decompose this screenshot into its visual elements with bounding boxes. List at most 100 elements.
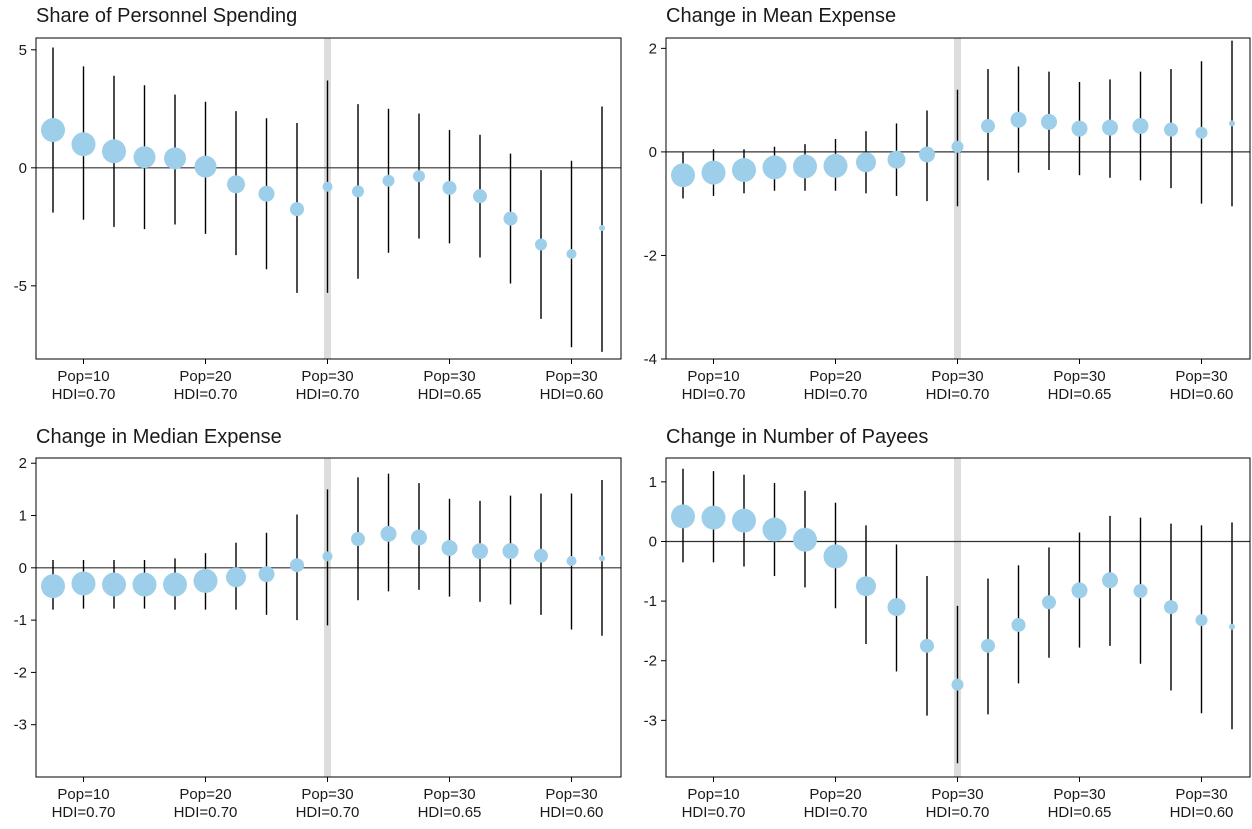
point-estimate xyxy=(102,572,126,597)
point-estimate xyxy=(194,155,217,178)
point-estimate xyxy=(823,544,848,569)
y-tick-label: -1 xyxy=(644,593,657,610)
x-tick-label: Pop=20 xyxy=(809,368,861,385)
x-tick-label: Pop=30 xyxy=(301,786,353,803)
point-estimate xyxy=(1010,111,1027,128)
point-estimate xyxy=(566,248,577,259)
point-estimate xyxy=(856,152,876,173)
x-tick-label: HDI=0.70 xyxy=(52,386,116,403)
point-estimate xyxy=(701,505,726,530)
point-estimate xyxy=(226,567,246,588)
x-tick-label: HDI=0.70 xyxy=(52,804,116,821)
y-tick-label: -1 xyxy=(14,612,27,629)
y-tick-label: -5 xyxy=(14,278,27,295)
point-estimate xyxy=(71,132,96,157)
y-tick-label: 2 xyxy=(19,455,27,472)
point-estimate xyxy=(599,555,605,562)
x-tick-label: HDI=0.65 xyxy=(1048,386,1112,403)
x-tick-label: Pop=30 xyxy=(545,786,597,803)
point-estimate xyxy=(1011,617,1026,632)
point-estimate xyxy=(732,508,756,533)
point-estimate xyxy=(441,539,458,556)
x-tick-label: Pop=30 xyxy=(931,786,983,803)
point-estimate xyxy=(382,174,395,187)
point-estimate xyxy=(793,527,817,552)
point-estimate xyxy=(762,517,787,542)
x-tick-label: Pop=10 xyxy=(57,786,109,803)
point-estimate xyxy=(856,576,876,597)
point-estimate xyxy=(701,160,726,185)
point-estimate xyxy=(951,678,964,691)
x-tick-label: Pop=30 xyxy=(1175,368,1227,385)
x-tick-label: HDI=0.70 xyxy=(804,386,868,403)
point-estimate xyxy=(290,202,304,217)
y-tick-label: -4 xyxy=(644,351,657,368)
point-estimate xyxy=(258,185,275,202)
point-estimate xyxy=(473,189,487,204)
point-estimate xyxy=(566,556,577,567)
y-tick-label: 0 xyxy=(19,160,27,177)
x-tick-label: Pop=20 xyxy=(179,786,231,803)
point-estimate xyxy=(351,532,365,547)
x-tick-label: HDI=0.70 xyxy=(926,386,990,403)
x-tick-label: Pop=30 xyxy=(301,368,353,385)
y-tick-label: 1 xyxy=(19,508,27,525)
point-estimate xyxy=(1229,120,1235,127)
point-estimate xyxy=(762,155,787,180)
x-tick-label: HDI=0.65 xyxy=(1048,804,1112,821)
point-estimate xyxy=(1164,122,1178,137)
chart-plot: 50-5Pop=10HDI=0.70Pop=20HDI=0.70Pop=30HD… xyxy=(14,37,622,403)
y-tick-label: 1 xyxy=(649,474,657,491)
x-tick-label: Pop=30 xyxy=(1053,368,1105,385)
point-estimate xyxy=(732,158,756,183)
point-estimate xyxy=(920,638,934,653)
point-estimate xyxy=(41,574,65,599)
point-estimate xyxy=(133,146,156,169)
x-tick-label: Pop=30 xyxy=(423,786,475,803)
point-estimate xyxy=(1071,582,1088,599)
point-estimate xyxy=(503,211,518,226)
x-tick-label: HDI=0.60 xyxy=(540,804,604,821)
x-tick-label: Pop=30 xyxy=(1053,786,1105,803)
x-tick-label: Pop=20 xyxy=(809,786,861,803)
point-estimate xyxy=(535,238,547,251)
x-tick-label: Pop=10 xyxy=(57,368,109,385)
point-estimate xyxy=(1195,126,1208,139)
point-estimate xyxy=(1102,572,1118,589)
point-estimate xyxy=(380,525,397,542)
y-tick-label: 0 xyxy=(649,144,657,161)
x-tick-label: HDI=0.60 xyxy=(1170,804,1234,821)
x-tick-label: HDI=0.70 xyxy=(296,804,360,821)
plot-frame xyxy=(35,457,622,778)
y-tick-label: -3 xyxy=(644,712,657,729)
point-estimate xyxy=(352,185,364,198)
point-estimate xyxy=(1133,583,1148,598)
chart-panel-number-of-payees: Change in Number of Payees 1 0 -1 -2 -3 Pop=1… xyxy=(626,414,1252,829)
chart-panel-mean-expense: Change in Mean Expense 2 0 -2 -4 Pop=10 HDI=0… xyxy=(626,0,1252,414)
point-estimate xyxy=(411,529,427,546)
x-tick-label: HDI=0.70 xyxy=(296,386,360,403)
point-estimate xyxy=(41,118,65,143)
point-estimate xyxy=(951,140,964,153)
point-estimate xyxy=(671,504,695,529)
point-estimate xyxy=(502,543,519,560)
x-tick-label: HDI=0.70 xyxy=(926,804,990,821)
point-estimate xyxy=(102,139,126,164)
point-estimate xyxy=(164,147,186,170)
x-tick-label: HDI=0.65 xyxy=(418,804,482,821)
point-estimate xyxy=(887,598,906,617)
y-tick-label: -2 xyxy=(644,653,657,670)
x-tick-label: Pop=30 xyxy=(545,368,597,385)
point-estimate xyxy=(227,175,245,194)
chart-panel-personnel-share: Share of Personnel Spending 5 0 -5 Pop=10 HD… xyxy=(0,0,626,414)
point-estimate xyxy=(1229,623,1235,630)
point-estimate xyxy=(919,146,935,163)
y-tick-label: 0 xyxy=(649,533,657,550)
chart-title: Change in Number of Payees xyxy=(666,426,929,448)
point-estimate xyxy=(1042,595,1056,610)
point-estimate xyxy=(163,572,187,597)
x-tick-label: HDI=0.70 xyxy=(174,804,238,821)
point-estimate xyxy=(981,119,995,134)
point-estimate xyxy=(290,558,304,573)
point-estimate xyxy=(793,154,817,179)
